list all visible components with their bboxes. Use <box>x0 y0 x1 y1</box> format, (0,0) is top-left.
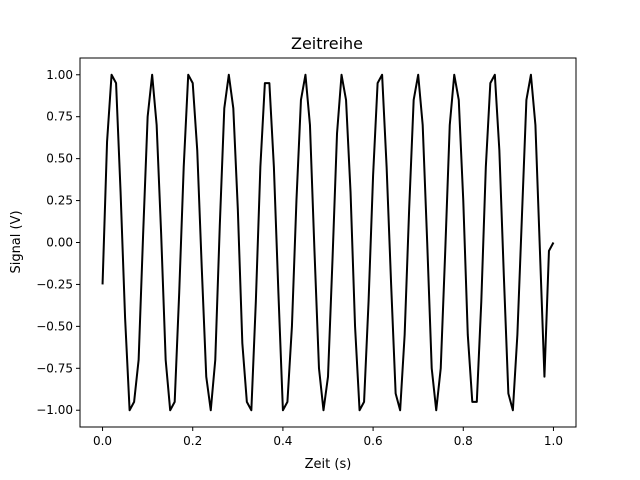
y-axis-label: Signal (V) <box>9 210 24 273</box>
y-tick-label: 0.00 <box>46 236 73 250</box>
x-axis-label: Zeit (s) <box>305 457 352 472</box>
y-tick-label: −1.00 <box>36 403 73 417</box>
y-axis: −1.00 −0.75 −0.50 −0.25 0.00 0.25 0.50 0.75 1.00 <box>36 68 80 417</box>
y-tick-label: −0.25 <box>36 277 73 291</box>
x-tick-label: 0.8 <box>454 434 473 448</box>
x-tick-label: 0.4 <box>273 434 292 448</box>
y-tick-label: −0.75 <box>36 361 73 375</box>
series-layer <box>101 73 555 412</box>
x-tick-label: 0.6 <box>364 434 383 448</box>
y-tick-label: −0.50 <box>36 319 73 333</box>
y-tick-label: 0.25 <box>46 194 73 208</box>
x-tick-label: 0.0 <box>93 434 112 448</box>
series-line-0 <box>101 73 555 412</box>
y-tick-label: 1.00 <box>46 68 73 82</box>
x-axis: 0.0 0.2 0.4 0.6 0.8 1.0 <box>93 427 563 448</box>
x-tick-label: 0.2 <box>183 434 202 448</box>
y-tick-label: 0.75 <box>46 110 73 124</box>
chart-title: Zeitreihe <box>291 34 363 53</box>
plot-area <box>79 57 577 428</box>
y-tick-label: 0.50 <box>46 152 73 166</box>
x-tick-label: 1.0 <box>544 434 563 448</box>
